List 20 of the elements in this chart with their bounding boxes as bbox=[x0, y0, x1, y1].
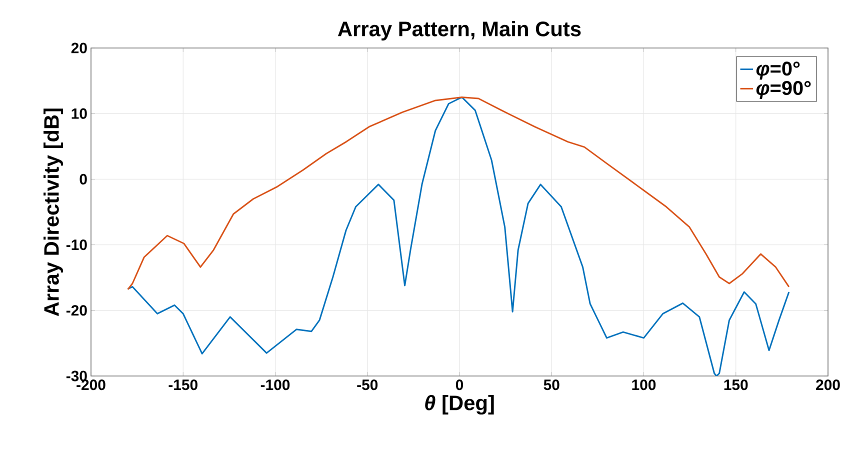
y-tick-label: 20 bbox=[71, 42, 87, 54]
x-tick-label: 200 bbox=[816, 380, 840, 390]
y-tick-label: 0 bbox=[80, 174, 87, 184]
y-tick-label: -20 bbox=[66, 305, 87, 316]
y-axis-title: Array Directivity [dB] bbox=[44, 108, 64, 316]
x-tick-label: -100 bbox=[260, 380, 290, 390]
x-tick-label: 0 bbox=[456, 380, 464, 390]
x-tick-label: -50 bbox=[357, 380, 378, 390]
x-tick-label: -150 bbox=[168, 380, 198, 390]
chart-title: Array Pattern, Main Cuts bbox=[338, 21, 581, 41]
y-tick-label: -10 bbox=[66, 240, 87, 250]
x-tick-label: 150 bbox=[724, 380, 748, 390]
y-tick-label: -30 bbox=[66, 370, 87, 382]
x-tick-label: 100 bbox=[632, 380, 656, 390]
x-axis-title: θ [Deg] bbox=[425, 394, 494, 415]
legend-label: φ=0° bbox=[756, 62, 800, 80]
x-tick-label: 50 bbox=[544, 380, 560, 390]
legend-label: φ=90° bbox=[756, 80, 811, 100]
y-tick-label: 10 bbox=[72, 108, 87, 119]
x-tick-label: -200 bbox=[76, 380, 106, 390]
